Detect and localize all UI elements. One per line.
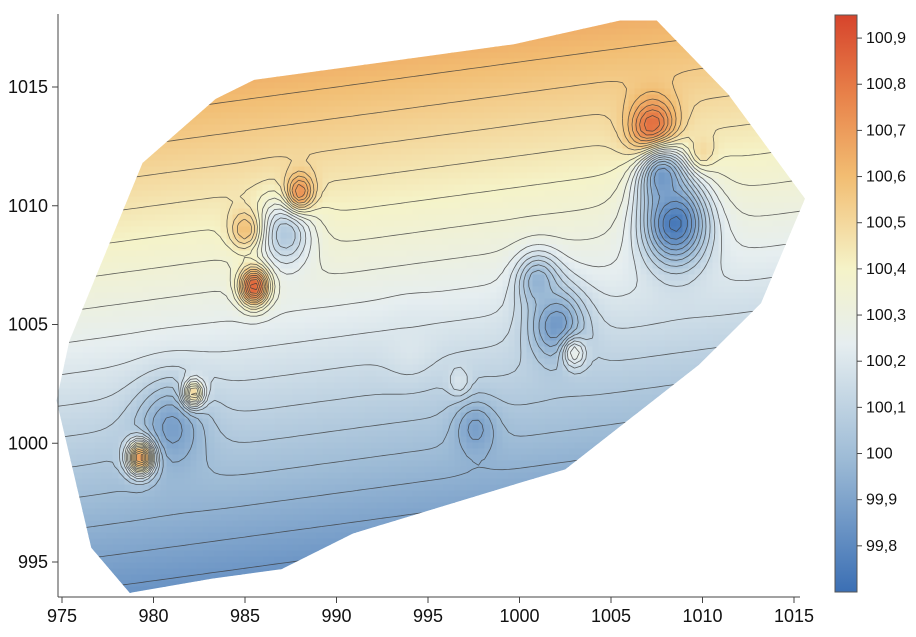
colorbar: 99,8 99,9 100 100,1 100,2 100,3 100,4 100,5 100,…	[834, 14, 906, 593]
y-tick-label: 1000	[8, 433, 48, 453]
x-axis-ticks: 975 980 985 990 995 1000 1005 1010 1015	[47, 597, 814, 626]
y-tick-label: 1005	[8, 315, 48, 335]
axes: 975 980 985 990 995 1000 1005 1010 1015 995 1000 1…	[8, 14, 814, 626]
colorbar-tick-label: 100,2	[866, 353, 906, 370]
y-tick-label: 995	[18, 552, 48, 572]
colorbar-tick-label: 100,9	[866, 30, 906, 47]
colorbar-tick-label: 100,4	[866, 261, 906, 278]
colorbar-tick-label: 100,5	[866, 215, 906, 232]
colorbar-tick-label: 100	[866, 446, 893, 463]
plot-area	[56, 20, 805, 593]
colorbar-tick-label: 99,8	[866, 538, 897, 555]
colorbar-gradient	[834, 14, 858, 593]
x-tick-label: 985	[230, 606, 260, 626]
colorbar-tick-label: 100,7	[866, 122, 906, 139]
x-tick-label: 975	[47, 606, 77, 626]
colorbar-tick-label: 100,3	[866, 307, 906, 324]
y-axis-ticks: 995 1000 1005 1010 1015	[8, 77, 58, 572]
x-tick-label: 990	[321, 606, 351, 626]
colorbar-tick-label: 100,6	[866, 169, 906, 186]
colorbar-ticks: 99,8 99,9 100 100,1 100,2 100,3 100,4 100,5 100,…	[857, 30, 906, 555]
x-tick-label: 1015	[774, 606, 814, 626]
x-tick-label: 1005	[591, 606, 631, 626]
colorbar-tick-label: 100,1	[866, 399, 906, 416]
x-tick-label: 1000	[499, 606, 539, 626]
x-tick-label: 980	[138, 606, 168, 626]
x-tick-label: 1010	[682, 606, 722, 626]
colorbar-tick-label: 99,9	[866, 492, 897, 509]
x-tick-label: 995	[413, 606, 443, 626]
y-tick-label: 1010	[8, 196, 48, 216]
colorbar-tick-label: 100,8	[866, 76, 906, 93]
contour-surface	[56, 20, 805, 593]
y-tick-label: 1015	[8, 77, 48, 97]
